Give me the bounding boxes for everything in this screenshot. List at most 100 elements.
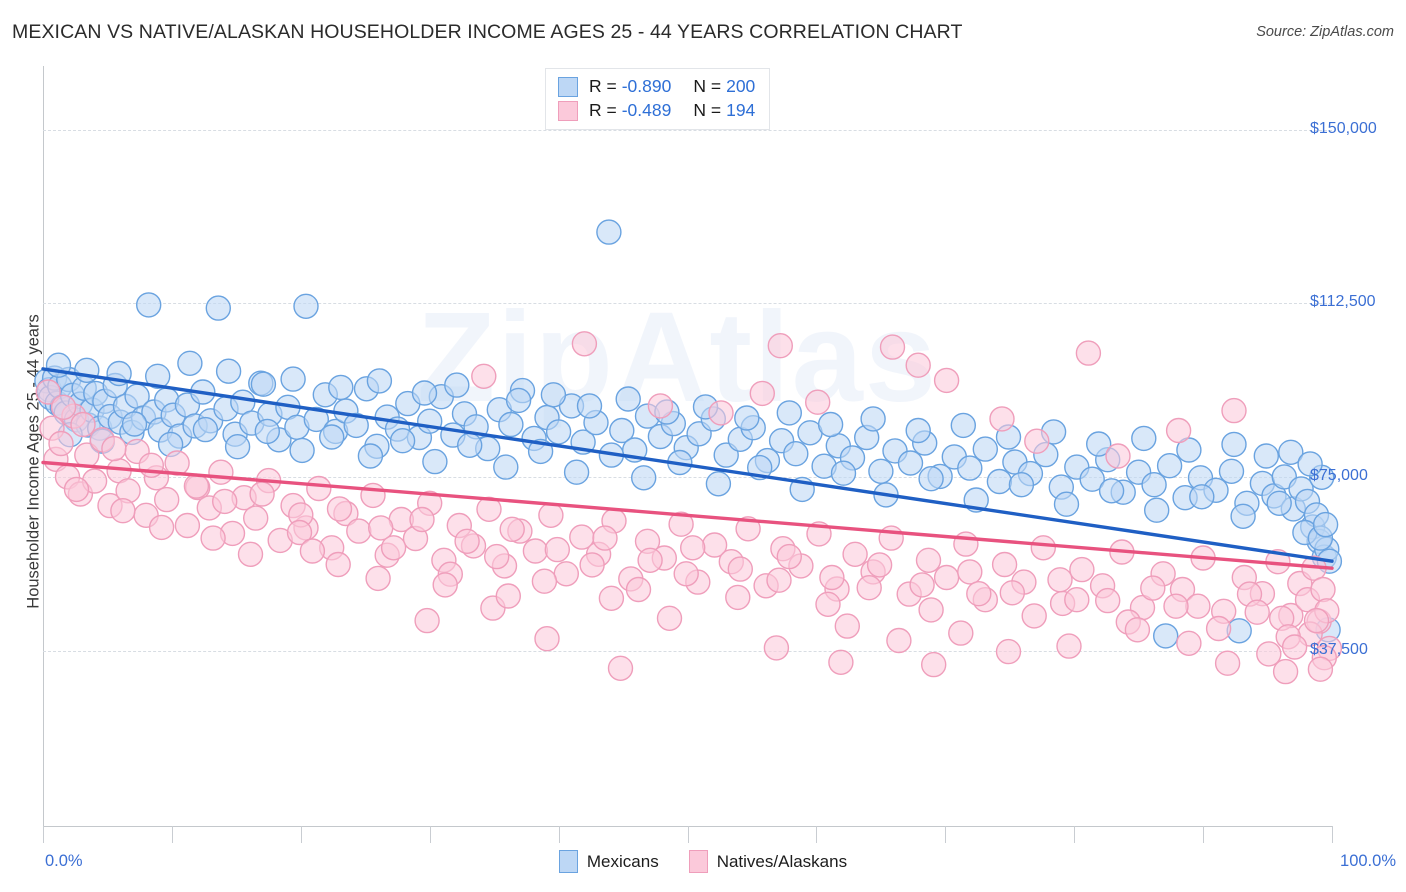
data-point	[1266, 490, 1292, 516]
data-point	[319, 424, 345, 450]
stats-row-natives: R = -0.489 N = 194	[558, 100, 755, 121]
data-point	[1176, 437, 1202, 463]
data-point	[254, 418, 281, 445]
data-point	[1131, 425, 1157, 452]
data-point	[328, 374, 354, 401]
y-axis-title: Householder Income Ages 25 - 44 years	[24, 314, 43, 609]
data-point	[1253, 443, 1280, 469]
data-point	[631, 465, 657, 491]
data-point	[607, 655, 634, 681]
data-point	[1152, 623, 1179, 649]
data-point	[999, 580, 1025, 606]
legend-item-natives[interactable]: Natives/Alaskans	[688, 850, 847, 873]
data-point	[842, 541, 868, 567]
data-point	[153, 486, 180, 513]
data-point	[1098, 478, 1125, 504]
data-point	[576, 393, 603, 419]
data-point	[414, 607, 440, 634]
data-point	[1278, 439, 1304, 465]
data-point	[50, 394, 77, 420]
data-point	[705, 471, 732, 497]
legend-label-mexicans: Mexicans	[586, 851, 659, 871]
data-point	[749, 380, 775, 407]
series-mexicans	[34, 219, 1343, 649]
data-point	[656, 605, 683, 631]
n-key-pink: N =	[693, 100, 722, 120]
data-point	[948, 620, 974, 646]
stats-row-mexicans: R = -0.890 N = 200	[558, 76, 755, 97]
trendline-mexicans	[41, 367, 1334, 563]
data-point	[1205, 615, 1232, 642]
data-point	[224, 434, 251, 460]
legend-item-mexicans[interactable]: Mexicans	[558, 850, 659, 873]
data-point	[74, 357, 100, 383]
data-point	[409, 506, 435, 533]
r-value-blue: -0.890	[621, 76, 672, 96]
data-point	[1069, 556, 1095, 583]
data-point	[957, 455, 983, 481]
data-point	[457, 432, 483, 458]
data-point	[174, 512, 201, 539]
data-point	[918, 466, 944, 492]
y-axis-tick-label: $75,000	[1310, 467, 1368, 485]
n-key-blue: N =	[693, 76, 722, 96]
data-point	[293, 293, 319, 320]
gridline	[43, 477, 1332, 479]
y-axis-line	[43, 66, 44, 828]
data-point	[1064, 587, 1090, 613]
data-point	[417, 408, 443, 434]
data-point	[905, 352, 931, 378]
data-point	[476, 496, 502, 522]
data-point	[668, 511, 694, 537]
data-point	[680, 535, 706, 561]
data-point	[817, 411, 844, 438]
legend-color-swatch-natives-icon	[688, 850, 708, 873]
data-point	[725, 584, 751, 611]
data-point	[957, 559, 983, 585]
data-point	[360, 482, 386, 509]
data-point	[432, 572, 458, 598]
data-point	[1075, 340, 1102, 366]
data-point	[579, 552, 605, 578]
data-point	[325, 551, 351, 578]
data-point	[1141, 472, 1167, 498]
data-point	[280, 366, 306, 392]
data-point	[905, 417, 931, 444]
r-value-pink: -0.489	[621, 100, 672, 120]
x-axis-tick	[945, 826, 947, 843]
data-point	[1008, 472, 1035, 498]
data-point	[205, 295, 232, 321]
data-point	[886, 627, 912, 654]
data-point	[1124, 617, 1151, 643]
x-axis-min-label: 0.0%	[45, 852, 83, 870]
data-point	[763, 635, 790, 661]
data-point	[1272, 658, 1299, 685]
data-point	[493, 454, 519, 480]
data-point	[200, 525, 226, 551]
data-point	[767, 333, 793, 359]
data-point	[776, 543, 802, 570]
data-point	[828, 649, 854, 675]
data-point	[144, 363, 171, 389]
data-point	[1143, 497, 1170, 523]
data-point	[972, 436, 998, 462]
data-point	[734, 405, 760, 431]
data-point	[484, 543, 510, 570]
data-point	[1256, 641, 1282, 667]
data-point	[1021, 603, 1047, 629]
data-point	[1303, 607, 1330, 634]
data-point	[1244, 599, 1270, 625]
stats-legend: R = -0.890 N = 200 R = -0.489 N = 194	[545, 68, 771, 130]
data-point	[544, 536, 570, 563]
data-point	[346, 518, 372, 544]
data-point	[177, 350, 203, 376]
data-point	[215, 358, 242, 384]
data-point	[856, 575, 882, 601]
source-label: Source: ZipAtlas.com	[1256, 24, 1394, 40]
data-point	[1221, 431, 1247, 458]
page-title: MEXICAN VS NATIVE/ALASKAN HOUSEHOLDER IN…	[12, 21, 963, 43]
data-point	[1156, 453, 1183, 479]
data-point	[326, 496, 353, 522]
data-point	[286, 519, 313, 546]
